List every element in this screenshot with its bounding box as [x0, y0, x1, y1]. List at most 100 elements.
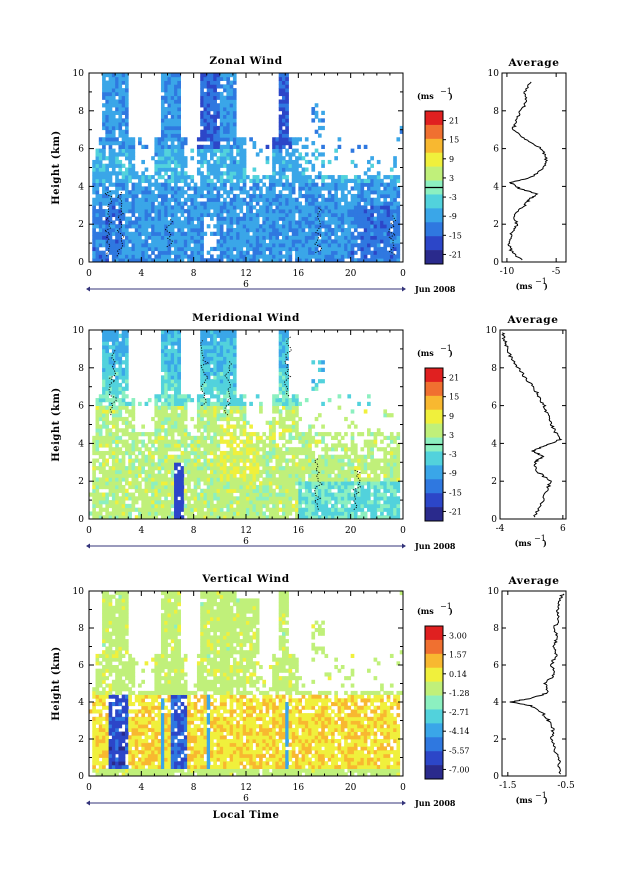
- heatmap-cell: [281, 341, 286, 346]
- heatmap-cell: [239, 481, 244, 486]
- heatmap-cell: [246, 243, 250, 248]
- heatmap-cell: [367, 201, 371, 206]
- heatmap-cell: [170, 413, 175, 418]
- heatmap-cell: [304, 258, 309, 263]
- heatmap-cell: [232, 197, 237, 202]
- heatmap-cell: [187, 469, 191, 475]
- heatmap-cell: [242, 500, 247, 505]
- heatmap-cell: [314, 227, 319, 233]
- heatmap-cell: [281, 171, 286, 176]
- heatmap-cell: [121, 118, 126, 123]
- heatmap-cell: [246, 515, 250, 520]
- heatmap-cell: [242, 239, 247, 244]
- heatmap-cell: [141, 462, 145, 467]
- heatmap-cell: [121, 462, 126, 467]
- heatmap-cell: [380, 254, 384, 259]
- heatmap-cell: [242, 250, 247, 255]
- heatmap-cell: [134, 439, 139, 444]
- heatmap-cell: [331, 231, 335, 236]
- heatmap-cell: [98, 254, 103, 259]
- heatmap-cell: [115, 193, 119, 199]
- heatmap-cell: [134, 473, 139, 478]
- heatmap-cell: [314, 103, 319, 108]
- heatmap-cell: [95, 428, 100, 433]
- heatmap-cell: [301, 212, 306, 218]
- heatmap-cell: [386, 216, 391, 221]
- heatmap-cell: [200, 220, 204, 225]
- heatmap-cell: [219, 133, 224, 138]
- heatmap-cell: [160, 450, 165, 456]
- heatmap-cell: [229, 477, 234, 482]
- heatmap-cell: [239, 197, 244, 202]
- heatmap-cell: [98, 167, 103, 172]
- heatmap-cell: [124, 144, 129, 149]
- heatmap-cell: [167, 386, 172, 391]
- heatmap-cell: [304, 175, 309, 180]
- heatmap-cell: [131, 163, 136, 168]
- heatmap-cell: [118, 201, 123, 206]
- heatmap-cell: [242, 507, 247, 512]
- heatmap-cell: [219, 360, 224, 365]
- heatmap-cell: [275, 197, 280, 202]
- heatmap-cell: [147, 197, 152, 202]
- heatmap-cell: [259, 409, 263, 414]
- heatmap-cell: [210, 496, 214, 501]
- heatmap-cell: [213, 73, 217, 78]
- heatmap-cell: [98, 484, 103, 490]
- heatmap-cell: [275, 447, 280, 452]
- heatmap-cell: [396, 201, 401, 206]
- heatmap-cell: [115, 84, 119, 89]
- heatmap-cell: [281, 227, 286, 233]
- heatmap-cell: [160, 80, 165, 85]
- heatmap-cell: [190, 178, 195, 184]
- heatmap-cell: [157, 224, 162, 229]
- heatmap-cell: [249, 197, 253, 202]
- heatmap-cell: [281, 73, 286, 78]
- heatmap-cell: [203, 466, 208, 471]
- heatmap-cell: [157, 250, 162, 255]
- heatmap-cell: [115, 250, 119, 255]
- heatmap-cell: [210, 416, 214, 422]
- heatmap-cell: [249, 186, 253, 191]
- heatmap-cell: [105, 114, 110, 119]
- heatmap-cell: [95, 484, 100, 490]
- heatmap-cell: [357, 205, 361, 210]
- heatmap-cell: [128, 420, 132, 425]
- heatmap-cell: [134, 216, 139, 221]
- heatmap-cell: [177, 503, 181, 509]
- heatmap-cell: [386, 250, 391, 255]
- heatmap-cell: [105, 118, 110, 123]
- heatmap-cell: [160, 125, 165, 131]
- heatmap-cell: [187, 454, 191, 459]
- heatmap-cell: [249, 469, 253, 475]
- heatmap-cell: [232, 364, 237, 369]
- heatmap-cell: [360, 190, 365, 195]
- heatmap-cell: [291, 205, 296, 210]
- heatmap-cell: [177, 190, 181, 195]
- heatmap-cell: [226, 227, 231, 233]
- date-label: Jun 2008: [414, 284, 456, 294]
- heatmap-cell: [187, 398, 191, 403]
- heatmap-cell: [180, 254, 185, 259]
- heatmap-cell: [187, 477, 191, 482]
- heatmap-cell: [242, 481, 247, 486]
- heatmap-cell: [216, 239, 221, 244]
- heatmap-cell: [157, 167, 162, 172]
- heatmap-cell: [206, 500, 211, 505]
- heatmap-cell: [196, 500, 201, 505]
- heatmap-cell: [154, 243, 159, 248]
- heatmap-cell: [360, 178, 365, 184]
- heatmap-cell: [180, 435, 185, 441]
- heatmap-cell: [105, 371, 110, 376]
- heatmap-cell: [147, 235, 152, 240]
- heatmap-cell: [118, 144, 123, 149]
- heatmap-cell: [206, 103, 211, 108]
- heatmap-cell: [298, 171, 302, 176]
- heatmap-cell: [239, 171, 244, 176]
- heatmap-cell: [229, 348, 234, 354]
- heatmap-cell: [229, 133, 234, 138]
- heatmap-cell: [232, 88, 237, 93]
- heatmap-cell: [138, 231, 142, 236]
- heatmap-cell: [389, 178, 394, 184]
- heatmap-cell: [226, 515, 231, 520]
